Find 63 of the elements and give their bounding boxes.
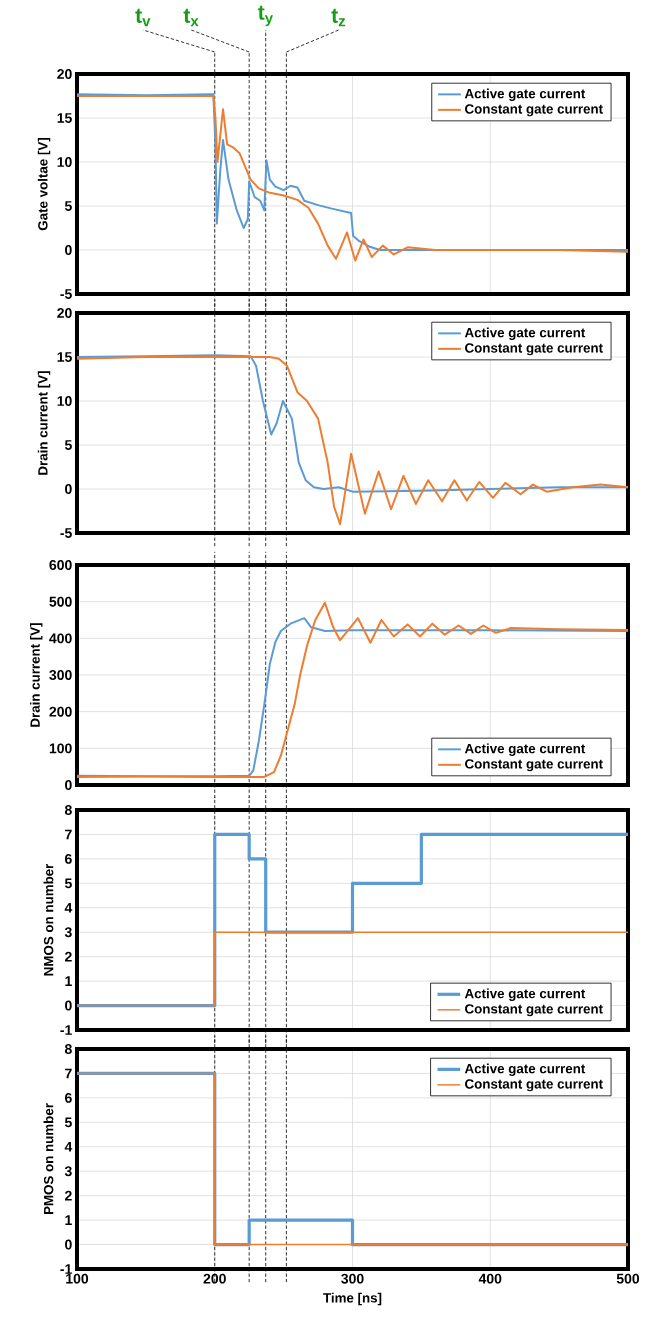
y-tick-label: 6	[65, 853, 72, 864]
y-tick-label: -1	[60, 1264, 72, 1274]
y-tick-label: 0	[65, 1239, 72, 1250]
y-tick-label: 0	[65, 1000, 72, 1011]
y-tick-label: 100	[49, 743, 72, 754]
y-tick-label: 300	[49, 670, 72, 680]
y-axis-title: Drain current [V]	[37, 371, 51, 475]
y-tick-label: 10	[57, 157, 72, 167]
y-tick-label: 5	[64, 201, 72, 211]
ref-line-label: t$_{v}$	[135, 8, 151, 27]
legend-label: Constant gate current	[465, 1079, 603, 1092]
y-tick-label: 1	[65, 976, 72, 986]
y-tick-label: 0	[65, 245, 72, 255]
y-tick-label: 5	[64, 1117, 72, 1128]
y-tick-label: 600	[49, 560, 72, 570]
y-axis-title: Drain current [V]	[30, 623, 43, 727]
y-tick-label: 400	[49, 633, 72, 644]
legend-label: Constant gate current	[465, 104, 603, 117]
legend-label: Constant gate current	[465, 343, 603, 356]
legend-label: Active gate current	[464, 88, 586, 102]
y-tick-label: 3	[64, 1166, 72, 1177]
ref-line-label: t$_{y}$	[257, 5, 273, 27]
y-tick-label: 8	[64, 1044, 72, 1054]
y-tick-label: 7	[65, 829, 72, 840]
y-tick-label: 5	[64, 440, 72, 450]
y-tick-label: 1	[65, 1215, 72, 1225]
y-tick-label: 10	[57, 396, 72, 406]
x-axis-title: Time [ns]	[323, 1292, 382, 1306]
legend-label: Constant gate current	[465, 1004, 603, 1017]
y-tick-label: 4	[64, 902, 73, 913]
y-tick-label: 20	[57, 308, 72, 318]
ref-line-label: t$_{x}$	[183, 8, 199, 27]
y-tick-label: 8	[64, 805, 72, 815]
y-tick-label: 0	[65, 780, 72, 790]
y-tick-label: -1	[60, 1025, 72, 1035]
ref-line-label: t$_{z}$	[331, 8, 346, 27]
y-tick-label: 7	[65, 1068, 72, 1079]
y-tick-label: 6	[65, 1092, 72, 1103]
y-axis-title: Gate voltae [V]	[37, 138, 51, 231]
y-tick-label: 4	[64, 1141, 73, 1152]
y-tick-label: 20	[57, 69, 72, 79]
y-axis-title: NMOS on number	[43, 863, 54, 976]
y-tick-label: 0	[65, 484, 72, 494]
x-tick-label: 300	[341, 1273, 364, 1284]
y-tick-label: 200	[49, 706, 72, 717]
x-tick-label: 400	[478, 1273, 502, 1284]
y-tick-label: -5	[60, 289, 72, 299]
y-tick-label: 500	[49, 596, 72, 607]
legend-label: Active gate current	[464, 1063, 586, 1077]
x-tick-label: 500	[616, 1273, 640, 1284]
legend-label: Active gate current	[464, 327, 586, 341]
y-tick-label: 2	[64, 1190, 72, 1201]
y-tick-label: 15	[57, 352, 72, 362]
legend-label: Active gate current	[464, 988, 586, 1001]
x-tick-label: 200	[203, 1273, 226, 1284]
legend-label: Constant gate current	[465, 759, 603, 772]
y-axis-title: PMOS on number	[43, 1103, 54, 1215]
legend-label: Active gate current	[464, 743, 586, 756]
y-tick-label: 5	[64, 878, 72, 889]
y-tick-label: -5	[60, 528, 72, 538]
y-tick-label: 3	[64, 927, 72, 938]
y-tick-label: 2	[64, 951, 72, 962]
y-tick-label: 15	[57, 113, 72, 123]
